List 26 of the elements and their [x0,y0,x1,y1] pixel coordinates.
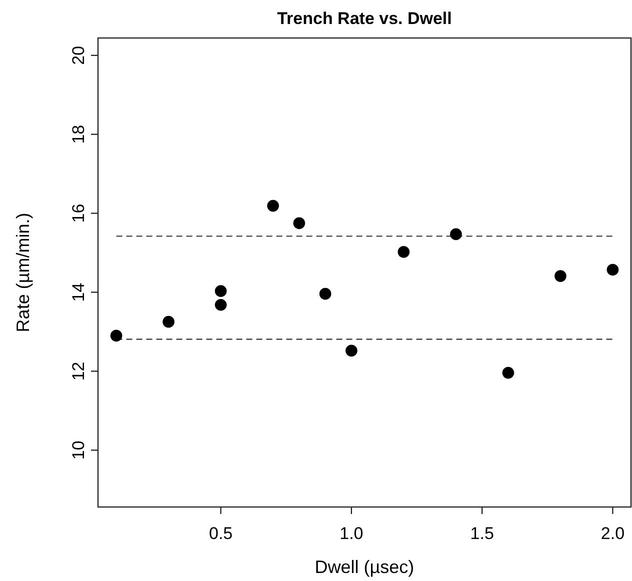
point [346,344,358,357]
y-tick-label: 20 [69,46,88,65]
point [267,200,279,212]
x-tick-label: 2.0 [600,524,625,544]
x-tick-label: 1.0 [340,524,364,544]
point [110,330,122,342]
point [293,217,306,230]
y-tick-label: 16 [69,204,88,223]
point [162,316,174,328]
chart-title: Trench Rate vs. Dwell [277,9,452,28]
point [450,228,462,240]
x-axis-title: Dwell (µsec) [314,557,414,577]
x-tick-label: 1.5 [470,524,494,544]
point [554,270,566,282]
x-tick-label: 0.5 [208,524,233,544]
y-axis-title: Rate (µm/min.) [13,212,33,332]
point [606,264,619,276]
y-tick-label: 10 [69,440,88,460]
point [502,366,514,379]
y-tick-label: 12 [69,362,88,381]
y-tick-label: 18 [69,124,88,144]
point [214,285,227,297]
point [214,298,227,311]
point [398,246,410,258]
y-tick-label: 14 [69,282,88,302]
point [319,288,332,300]
